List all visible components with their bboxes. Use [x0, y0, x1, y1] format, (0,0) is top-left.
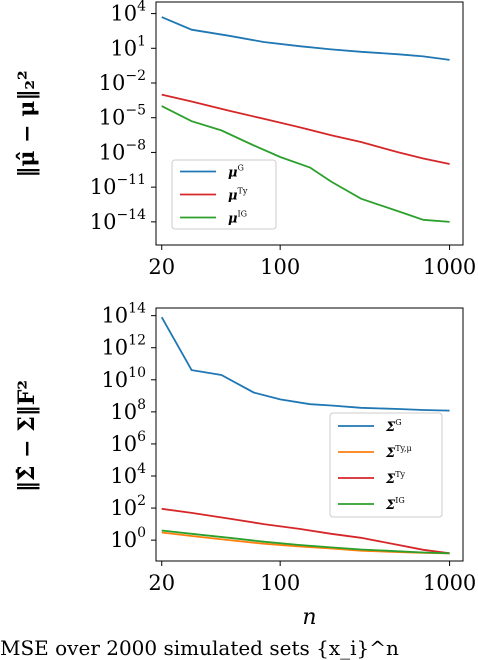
x-tick-label: 100	[260, 255, 300, 279]
series-line-1	[160, 316, 450, 412]
y-tick-label: 106	[110, 429, 146, 456]
legend-entry: μG	[228, 164, 244, 181]
x-axis-label: n	[302, 605, 316, 630]
caption: MSE over 2000 simulated sets {x_i}^n	[0, 636, 399, 660]
legend-entry: ΣTy,μ	[385, 444, 412, 461]
y-tick-label: 10−11	[90, 172, 146, 199]
series-line-2	[161, 93, 450, 165]
y-tick-label: 102	[110, 493, 146, 520]
y-tick-label: 1014	[101, 301, 146, 328]
y-tick-label: 108	[110, 397, 146, 424]
plot-frame	[155, 1, 464, 246]
y-tick-label: 101	[110, 33, 146, 60]
legend-entry: ΣG	[385, 418, 402, 435]
y-tick-label: 100	[110, 525, 146, 552]
y-tick-label: 1012	[101, 333, 146, 360]
y-tick-label: 1010	[101, 365, 146, 392]
y-axis-label: ‖Σ̂ − Σ‖F²	[14, 380, 40, 492]
legend-entry: ΣIG	[385, 496, 405, 513]
y-tick-label: 104	[110, 461, 146, 488]
legend-entry: μIG	[228, 210, 247, 227]
figure: 20 100 100010410110−210−510−810−1110−14‖μ̂…	[14, 0, 476, 630]
series-line-1	[161, 16, 450, 61]
x-tick-label: 1000	[423, 255, 476, 279]
x-tick-label: 20	[148, 571, 175, 595]
legend-entry: ΣTy	[385, 470, 406, 487]
legend: μG μTy μIG	[171, 159, 277, 230]
legend: ΣG ΣTy,μ ΣTy ΣIG	[329, 412, 443, 518]
y-tick-label: 10−2	[99, 68, 146, 95]
series-line-4	[161, 529, 450, 555]
legend-box	[329, 412, 443, 518]
legend-box	[171, 159, 277, 230]
chart-1: 20 100 1000 104 101 10−2 10−5 10−8 10−11 10−14 ‖μ̂…	[14, 0, 476, 279]
series-line-3	[161, 507, 450, 555]
x-tick-label: 1000	[423, 571, 476, 595]
y-tick-label: 10−5	[99, 103, 146, 130]
x-tick-label: 20	[148, 255, 175, 279]
y-axis-label: ‖μ̂ − μ‖₂²	[14, 70, 40, 177]
series-line-3	[161, 105, 450, 223]
y-tick-label: 104	[110, 0, 146, 26]
plot-frame	[155, 307, 464, 562]
chart-2: 20 100 1000101410121010108106104102100‖Σ̂ …	[14, 301, 476, 630]
legend-entry: μTy	[228, 187, 248, 204]
y-tick-label: 10−14	[90, 207, 146, 234]
y-tick-label: 10−8	[99, 137, 146, 164]
x-tick-label: 100	[260, 571, 300, 595]
